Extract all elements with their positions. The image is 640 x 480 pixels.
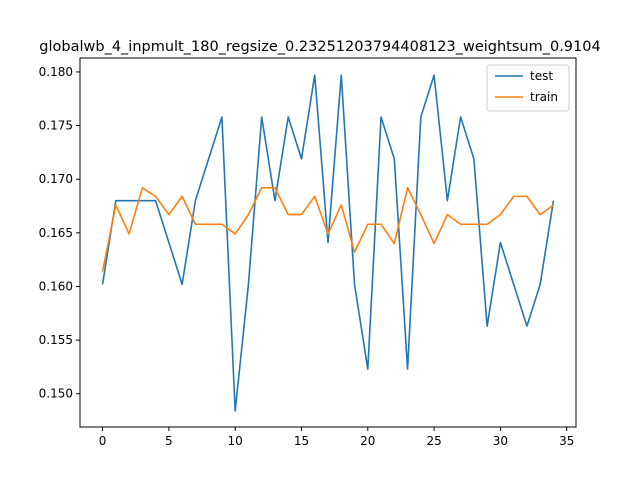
plot-area bbox=[79, 57, 577, 428]
y-tick-label: 0.175 bbox=[39, 119, 73, 133]
legend-box bbox=[486, 64, 570, 112]
y-tick-label: 0.180 bbox=[39, 65, 73, 79]
x-tick-label: 30 bbox=[493, 434, 508, 448]
y-tick-label: 0.170 bbox=[39, 172, 73, 186]
x-tick-label: 25 bbox=[426, 434, 441, 448]
y-tick-label: 0.150 bbox=[39, 387, 73, 401]
x-tick-label: 5 bbox=[165, 434, 173, 448]
x-tick-label: 15 bbox=[294, 434, 309, 448]
series-layer bbox=[101, 74, 555, 412]
x-axis: 0 5 10 15 20 25 30 35 bbox=[99, 427, 574, 448]
x-tick-label: 0 bbox=[99, 434, 107, 448]
legend-label-train: train bbox=[530, 90, 558, 104]
legend: test train bbox=[486, 64, 570, 112]
chart-title: globalwb_4_inpmult_180_regsize_0.2325120… bbox=[39, 39, 600, 55]
y-tick-label: 0.165 bbox=[39, 226, 73, 240]
y-axis: 0.150 0.155 0.160 0.165 0.170 0.175 0.180 bbox=[39, 65, 80, 401]
series-line-train bbox=[101, 186, 554, 272]
series-line-test bbox=[101, 74, 555, 412]
x-tick-label: 20 bbox=[360, 434, 375, 448]
x-tick-label: 35 bbox=[559, 434, 574, 448]
legend-label-test: test bbox=[530, 69, 553, 83]
x-tick-label: 10 bbox=[228, 434, 243, 448]
y-tick-label: 0.155 bbox=[39, 333, 73, 347]
y-tick-label: 0.160 bbox=[39, 279, 73, 293]
